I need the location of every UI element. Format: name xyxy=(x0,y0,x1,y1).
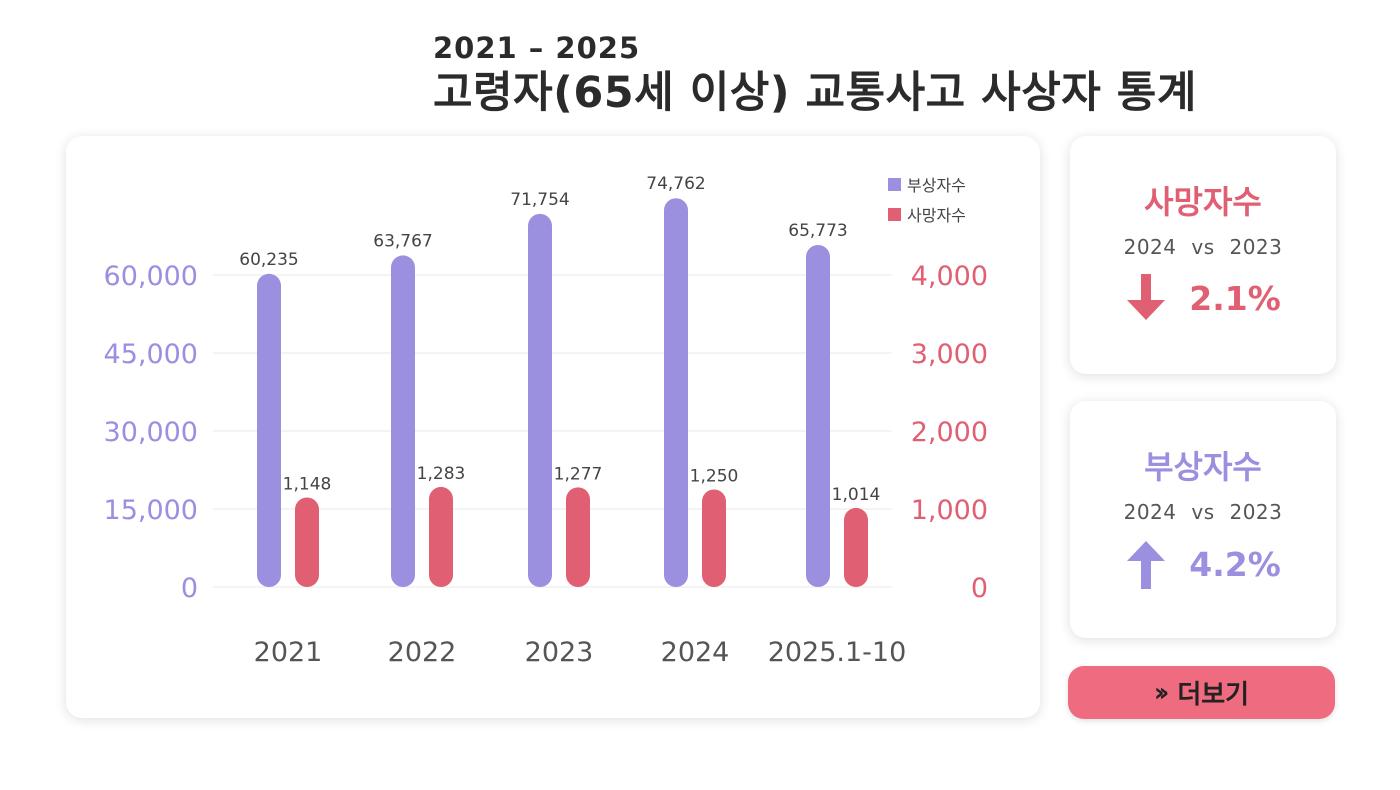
more-button-label: 더보기 xyxy=(1177,680,1250,710)
death-data-label: 1,277 xyxy=(554,464,603,484)
legend-label-death: 사망자수 xyxy=(907,206,966,225)
injury-bar xyxy=(806,244,830,587)
death-bar xyxy=(566,487,590,587)
right-tick-label: 1,000 xyxy=(911,495,988,526)
death-bar xyxy=(429,486,453,587)
death-data-label: 1,283 xyxy=(417,464,466,484)
injury-stat-card: 부상자수 2024 vs 2023 4.2% xyxy=(1070,401,1336,638)
injury-bar xyxy=(257,273,281,587)
death-stat-title: 사망자수 xyxy=(1144,183,1262,221)
injury-stat-title: 부상자수 xyxy=(1144,448,1262,486)
death-bar xyxy=(702,489,726,587)
injury-data-label: 71,754 xyxy=(510,190,569,210)
death-stat-compare: 2024 vs 2023 xyxy=(1123,235,1283,259)
injury-data-label: 65,773 xyxy=(788,221,847,241)
legend-swatch-injury xyxy=(888,178,901,191)
injury-data-label: 63,767 xyxy=(373,231,432,251)
injury-bar xyxy=(664,198,688,587)
x-tick-label: 2023 xyxy=(525,637,594,668)
chart-card: 0 15,000 30,000 45,000 60,000 0 1,000 2,000 3,00… xyxy=(66,136,1040,718)
right-tick-label: 3,000 xyxy=(911,339,988,370)
injury-stat-value: 4.2% xyxy=(1189,544,1281,584)
left-tick-label: 45,000 xyxy=(104,339,198,370)
right-tick-label: 0 xyxy=(971,573,988,604)
legend-label-injury: 부상자수 xyxy=(907,176,966,195)
left-tick-label: 15,000 xyxy=(104,495,198,526)
x-tick-label: 2025.1-10 xyxy=(768,637,907,668)
injury-bar xyxy=(391,255,415,587)
page-title: 고령자(65세 이상) 교통사고 사상자 통계 xyxy=(433,68,1197,118)
legend-swatch-death xyxy=(888,208,901,221)
page-subtitle: 2021 – 2025 xyxy=(433,31,641,65)
left-tick-label: 60,000 xyxy=(104,261,198,292)
x-tick-label: 2024 xyxy=(661,637,730,668)
death-stat-card: 사망자수 2024 vs 2023 2.1% xyxy=(1070,136,1336,374)
x-tick-label: 2021 xyxy=(254,637,323,668)
right-tick-label: 4,000 xyxy=(911,261,988,292)
double-chevron-right-icon: ›› xyxy=(1153,677,1170,708)
death-data-label: 1,250 xyxy=(690,467,739,487)
more-button[interactable]: ›› 더보기 xyxy=(1068,666,1335,719)
injury-data-label: 60,235 xyxy=(239,250,298,270)
injury-bar xyxy=(528,213,552,587)
injury-data-label: 74,762 xyxy=(646,174,705,194)
death-bar xyxy=(295,497,319,587)
left-tick-label: 0 xyxy=(181,573,198,604)
arrow-up-icon xyxy=(1125,539,1167,589)
death-data-label: 1,014 xyxy=(832,485,881,505)
left-tick-label: 30,000 xyxy=(104,417,198,448)
header: 2021 – 2025 고령자(65세 이상) 교통사고 사상자 통계 xyxy=(433,30,1197,120)
bar-chart: 0 15,000 30,000 45,000 60,000 0 1,000 2,000 3,00… xyxy=(104,174,988,668)
death-stat-value: 2.1% xyxy=(1189,278,1281,318)
arrow-down-icon xyxy=(1125,274,1167,322)
death-data-label: 1,148 xyxy=(283,474,332,494)
injury-stat-compare: 2024 vs 2023 xyxy=(1123,500,1283,524)
death-bar xyxy=(844,507,868,587)
right-tick-label: 2,000 xyxy=(911,417,988,448)
x-tick-label: 2022 xyxy=(388,637,457,668)
